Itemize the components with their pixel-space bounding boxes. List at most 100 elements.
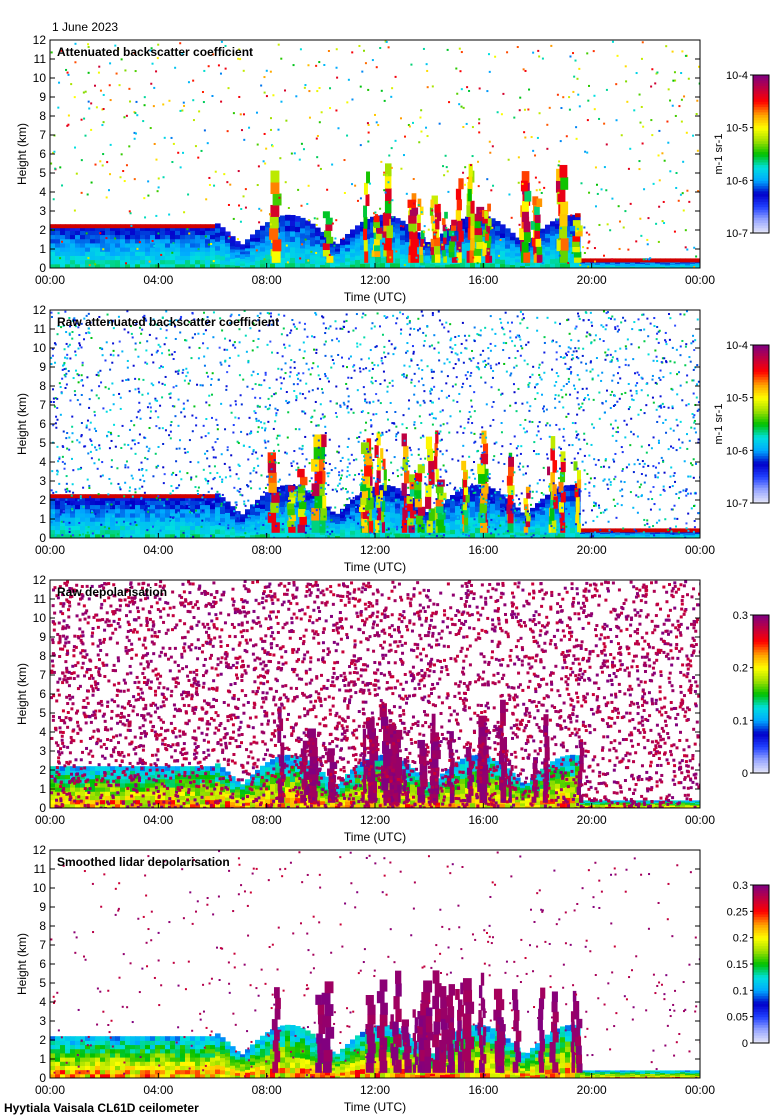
heatmap-cell bbox=[115, 496, 121, 501]
heatmap-cell bbox=[64, 367, 67, 370]
heatmap-cell bbox=[95, 255, 101, 261]
heatmap-cell bbox=[540, 526, 546, 531]
heatmap-cell bbox=[435, 265, 441, 268]
heatmap-cell bbox=[358, 44, 361, 47]
heatmap-cell bbox=[310, 232, 316, 238]
heatmap-cell bbox=[595, 531, 601, 534]
heatmap-cell bbox=[115, 259, 121, 265]
heatmap-cell bbox=[210, 494, 216, 499]
colorbar-segment bbox=[753, 122, 769, 126]
heatmap-cell bbox=[577, 347, 580, 350]
heatmap-cell bbox=[465, 216, 471, 223]
heatmap-cell bbox=[160, 529, 166, 535]
heatmap-cell bbox=[680, 534, 686, 536]
heatmap-cell bbox=[501, 480, 504, 483]
heatmap-cell bbox=[638, 93, 641, 96]
heatmap-cell bbox=[660, 263, 666, 265]
heatmap-cell bbox=[523, 131, 526, 134]
heatmap-cell bbox=[305, 382, 308, 385]
colorbar-segment bbox=[753, 132, 769, 137]
heatmap-cell bbox=[620, 264, 626, 266]
heatmap-cell bbox=[177, 151, 180, 154]
heatmap-cell bbox=[244, 532, 247, 535]
heatmap-cell bbox=[477, 160, 480, 163]
heatmap-cell bbox=[239, 220, 242, 223]
heatmap-cell bbox=[510, 216, 513, 219]
heatmap-cell bbox=[97, 493, 100, 496]
heatmap-cell bbox=[438, 122, 441, 125]
heatmap-cell bbox=[205, 521, 211, 526]
heatmap-cell bbox=[510, 243, 516, 248]
heatmap-cell bbox=[445, 232, 451, 238]
heatmap-cell bbox=[100, 512, 106, 518]
heatmap-cell bbox=[402, 458, 408, 472]
colorbar-segment bbox=[753, 98, 769, 102]
heatmap-cell bbox=[346, 366, 349, 369]
heatmap-cell bbox=[235, 521, 241, 526]
heatmap-cell bbox=[130, 242, 136, 248]
heatmap-cell bbox=[500, 254, 506, 260]
heatmap-cell bbox=[380, 460, 383, 463]
heatmap-cell bbox=[447, 330, 450, 333]
heatmap-cell bbox=[340, 488, 343, 491]
heatmap-cell bbox=[413, 372, 416, 375]
heatmap-cell bbox=[340, 250, 346, 254]
heatmap-cell bbox=[590, 262, 596, 264]
heatmap-cell bbox=[328, 253, 331, 256]
heatmap-cell bbox=[479, 210, 482, 213]
heatmap-cell bbox=[340, 526, 346, 530]
heatmap-cell bbox=[671, 485, 674, 488]
heatmap-cell bbox=[583, 226, 586, 229]
heatmap-cell bbox=[285, 119, 288, 122]
heatmap-cell bbox=[55, 496, 61, 501]
heatmap-cell bbox=[181, 52, 184, 55]
heatmap-cell bbox=[205, 517, 211, 522]
heatmap-cell bbox=[65, 490, 68, 493]
heatmap-cell bbox=[383, 189, 386, 192]
heatmap-cell bbox=[335, 533, 341, 537]
heatmap-cell bbox=[371, 491, 374, 494]
heatmap-cell bbox=[335, 219, 338, 222]
heatmap-cell bbox=[105, 237, 108, 240]
heatmap-cell bbox=[239, 493, 242, 496]
heatmap-cell bbox=[350, 499, 356, 504]
heatmap-cell bbox=[60, 496, 66, 501]
heatmap-cell bbox=[190, 357, 193, 360]
heatmap-cell bbox=[390, 486, 396, 492]
heatmap-cell bbox=[140, 263, 146, 268]
heatmap-cell bbox=[620, 265, 626, 267]
heatmap-cell bbox=[105, 521, 111, 526]
y-tick-label: 3 bbox=[39, 204, 46, 218]
colorbar-tick-label: 10-6 bbox=[726, 175, 748, 187]
heatmap-cell bbox=[430, 199, 434, 208]
heatmap-cell bbox=[290, 532, 296, 538]
heatmap-cell bbox=[615, 534, 621, 536]
heatmap-cell bbox=[525, 506, 528, 509]
heatmap-cell bbox=[428, 460, 435, 474]
heatmap-cell bbox=[423, 230, 426, 233]
heatmap-cell bbox=[100, 238, 106, 244]
heatmap-cell bbox=[416, 482, 419, 485]
heatmap-cell bbox=[95, 224, 101, 229]
heatmap-cell bbox=[457, 335, 460, 338]
heatmap-cell bbox=[171, 161, 174, 164]
heatmap-cell bbox=[550, 472, 555, 485]
heatmap-cell bbox=[352, 496, 355, 499]
heatmap-cell bbox=[595, 265, 601, 267]
heatmap-cell bbox=[673, 71, 676, 74]
heatmap-cell bbox=[447, 190, 450, 193]
heatmap-cell bbox=[370, 216, 376, 223]
heatmap-cell bbox=[269, 319, 272, 322]
heatmap-cell bbox=[252, 322, 255, 325]
heatmap-cell bbox=[400, 253, 406, 260]
heatmap-cell bbox=[130, 533, 136, 538]
heatmap-cell bbox=[197, 156, 200, 159]
heatmap-cell bbox=[155, 251, 161, 256]
heatmap-cell bbox=[330, 514, 336, 518]
heatmap-cell bbox=[390, 517, 396, 523]
heatmap-cell bbox=[641, 142, 644, 145]
heatmap-cell bbox=[105, 504, 111, 510]
heatmap-cell bbox=[111, 382, 114, 385]
heatmap-cell bbox=[260, 454, 263, 457]
heatmap-cell bbox=[462, 431, 465, 434]
